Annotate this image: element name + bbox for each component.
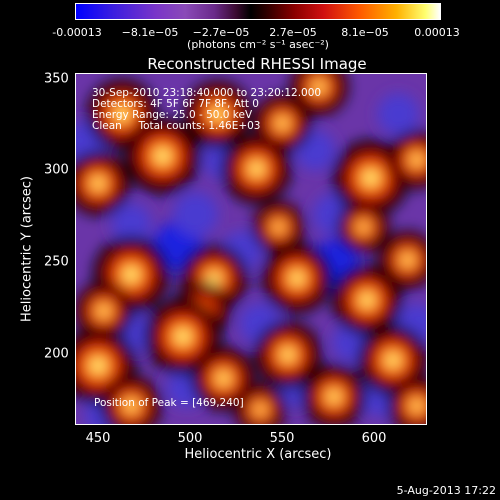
heatmap-positive-blob: [412, 155, 421, 164]
heatmap-positive-blob: [92, 359, 105, 372]
colorbar: [75, 3, 441, 20]
heatmap-positive-blob: [314, 82, 324, 91]
heatmap-positive-blob: [256, 405, 264, 414]
heatmap-negative-blob: [173, 191, 219, 237]
heatmap-positive-blob: [275, 223, 283, 231]
heatmap-positive-blob: [359, 223, 367, 231]
heatmap-positive-blob: [156, 150, 169, 163]
annotation-counts: Clean Total counts: 1.46E+03: [92, 120, 261, 132]
annotation-energy: Energy Range: 25.0 - 50.0 keV: [92, 109, 253, 121]
x-tick-label: 500: [177, 431, 203, 446]
heatmap-positive-blob: [93, 178, 103, 189]
chart-title: Reconstructed RHESSI Image: [147, 55, 367, 73]
heatmap-positive-blob: [99, 306, 108, 316]
colorbar-tick: −2.7e−05: [192, 26, 250, 39]
heatmap-positive-blob: [329, 391, 339, 402]
heatmap-positive-blob: [387, 354, 399, 366]
heatmap-negative-blob: [111, 203, 152, 244]
x-axis-label: Heliocentric X (arcsec): [184, 447, 332, 462]
heatmap-positive-blob: [251, 163, 262, 175]
footer-date: 5-Aug-2013 17:22: [396, 484, 496, 497]
y-tick-label: 250: [44, 254, 69, 270]
colorbar-tick: −8.1e−05: [121, 26, 179, 39]
x-tick-label: 600: [361, 431, 387, 446]
y-tick-label: 350: [44, 71, 69, 87]
annotation-detectors: Detectors: 4F 5F 6F 7F 8F, Att 0: [92, 98, 259, 110]
colorbar-unit: (photons cm⁻² s⁻¹ asec⁻²): [187, 38, 329, 51]
heatmap-positive-blob: [412, 401, 421, 410]
x-tick-label: 550: [269, 431, 295, 446]
heatmap-positive-blob: [212, 109, 223, 120]
heatmap-positive-blob: [125, 268, 138, 281]
y-axis-label: Heliocentric Y (arcsec): [19, 176, 35, 322]
y-tick-label: 300: [44, 162, 69, 178]
colorbar-tick: 8.1e−05: [341, 26, 389, 39]
peak-position-label: Position of Peak = [469,240]: [94, 397, 244, 409]
heatmap-negative-blob: [377, 93, 420, 135]
heatmap-positive-blob: [291, 272, 303, 284]
heatmap-positive-blob: [361, 294, 373, 306]
image-frame: 30-Sep-2010 23:18:40.000 to 23:20:12.000…: [75, 73, 427, 425]
heatmap-positive-blob: [364, 171, 377, 184]
x-tick-label: 450: [85, 431, 111, 446]
heatmap-positive-blob: [278, 119, 287, 128]
colorbar-tick: -0.00013: [52, 26, 102, 39]
heatmap-positive-blob: [218, 373, 229, 384]
y-tick-label: 200: [44, 346, 69, 362]
heatmap-positive-blob: [126, 401, 136, 411]
heatmap-positive-blob: [116, 108, 128, 120]
heatmap-positive-blob: [403, 255, 412, 265]
heatmap-positive-blob: [209, 273, 220, 284]
annotation-time: 30-Sep-2010 23:18:40.000 to 23:20:12.000: [92, 87, 322, 99]
colorbar-tick: 0.00013: [414, 26, 460, 39]
heatmap-positive-blob: [282, 349, 293, 360]
heatmap-plot: [76, 74, 426, 424]
heatmap-positive-blob: [176, 330, 189, 343]
colorbar-tick: 2.7e−05: [269, 26, 317, 39]
